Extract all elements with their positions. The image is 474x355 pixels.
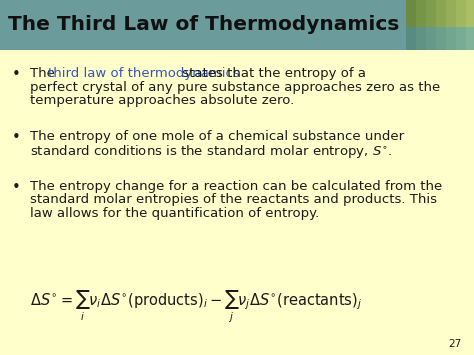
Bar [436, 0, 446, 27]
Text: standard molar entropies of the reactants and products. This: standard molar entropies of the reactant… [30, 193, 437, 207]
Bar [456, 0, 466, 27]
Text: perfect crystal of any pure substance approaches zero as the: perfect crystal of any pure substance ap… [30, 81, 440, 93]
Bar [416, 0, 426, 27]
Text: •: • [12, 67, 21, 82]
Bar [0, 0, 474, 50]
Bar [0, 50, 474, 355]
Bar [466, 27, 474, 50]
Bar [406, 0, 416, 27]
Bar [406, 27, 416, 50]
Text: law allows for the quantification of entropy.: law allows for the quantification of ent… [30, 207, 319, 220]
Text: temperature approaches absolute zero.: temperature approaches absolute zero. [30, 94, 294, 107]
Bar [426, 27, 436, 50]
Bar [446, 27, 456, 50]
Text: The: The [30, 67, 59, 80]
Text: •: • [12, 130, 21, 145]
Text: The Third Law of Thermodynamics: The Third Law of Thermodynamics [8, 16, 400, 34]
Text: The entropy change for a reaction can be calculated from the: The entropy change for a reaction can be… [30, 180, 442, 193]
Bar [446, 0, 456, 27]
Text: 27: 27 [449, 339, 462, 349]
Bar [466, 0, 474, 27]
Text: •: • [12, 180, 21, 195]
Text: The entropy of one mole of a chemical substance under: The entropy of one mole of a chemical su… [30, 130, 404, 143]
Text: $\Delta S^{\circ} = \sum_i \nu_i \Delta S^{\circ}(\mathrm{products})_i - \sum_j : $\Delta S^{\circ} = \sum_i \nu_i \Delta … [30, 289, 362, 325]
Text: standard conditions is the standard molar entropy, $S^{\circ}$.: standard conditions is the standard mola… [30, 143, 392, 160]
Text: third law of thermodynamics: third law of thermodynamics [48, 67, 240, 80]
Bar [456, 27, 466, 50]
Bar [426, 0, 436, 27]
Text: states that the entropy of a: states that the entropy of a [178, 67, 366, 80]
Bar [416, 27, 426, 50]
Bar [436, 27, 446, 50]
